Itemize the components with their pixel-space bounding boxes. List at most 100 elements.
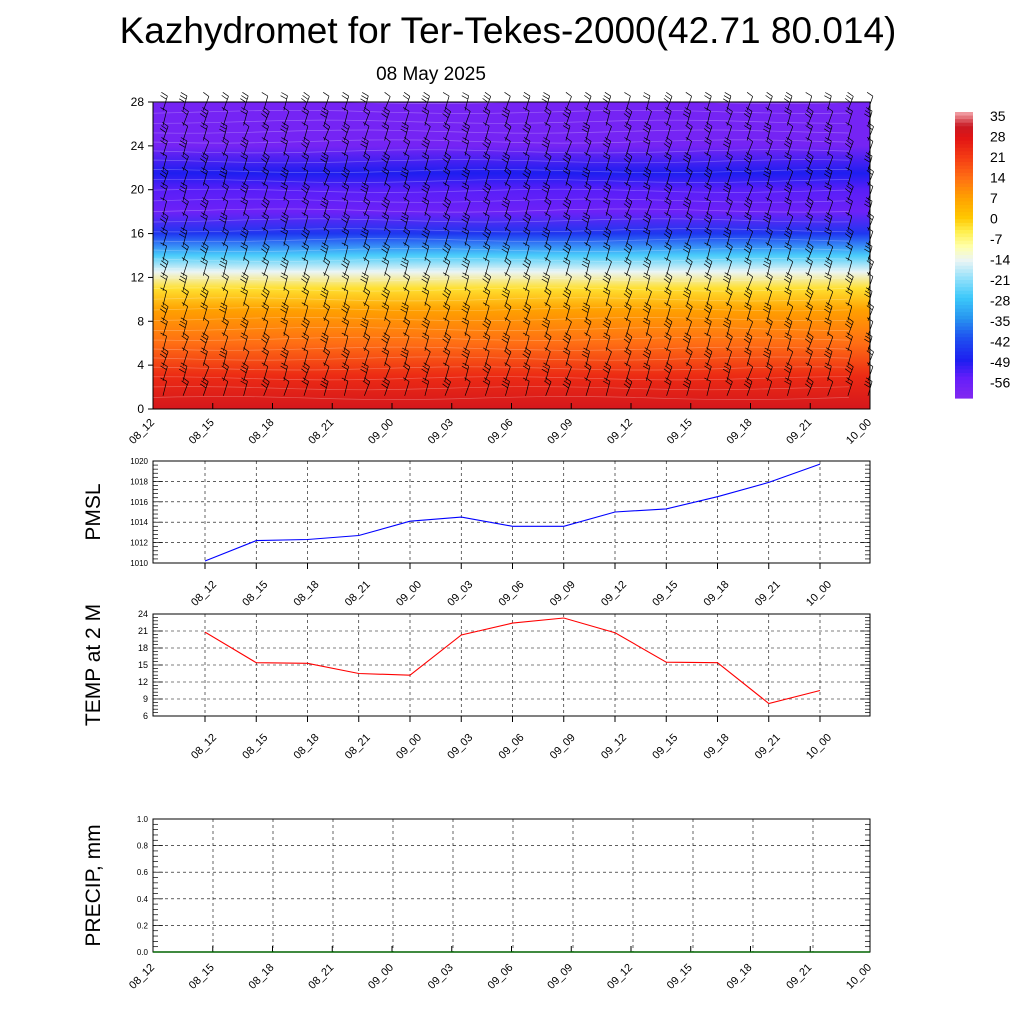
wind-barb xyxy=(381,257,390,276)
barb-feather xyxy=(824,173,831,178)
barb-feather xyxy=(301,188,308,194)
barb-feather xyxy=(323,92,330,97)
barb-shaft xyxy=(484,216,490,231)
barb-feather xyxy=(664,167,671,172)
barb-shaft xyxy=(404,141,411,156)
barb-shaft xyxy=(182,351,189,366)
barb-feather xyxy=(421,200,429,205)
barb-shaft xyxy=(303,276,310,291)
barb-shaft xyxy=(766,201,773,216)
barb-feather xyxy=(766,92,773,97)
barb-shaft xyxy=(464,306,470,321)
barb-feather xyxy=(542,365,549,370)
y-tick-label: 1010 xyxy=(130,559,148,568)
barb-feather xyxy=(501,113,508,118)
barb-feather xyxy=(724,317,732,322)
barb-shaft xyxy=(464,291,471,306)
heatmap-x-tick-label: 10_00 xyxy=(844,417,874,447)
barb-shaft xyxy=(827,171,833,186)
barb-shaft xyxy=(646,230,651,246)
barb-shaft xyxy=(404,231,411,246)
barb-feather xyxy=(320,293,327,298)
wind-barb xyxy=(323,137,330,156)
barb-shaft xyxy=(787,291,792,306)
barb-shaft xyxy=(827,216,833,231)
barb-shaft xyxy=(706,155,711,171)
barb-feather xyxy=(522,275,530,280)
barb-feather xyxy=(604,182,611,187)
barb-feather xyxy=(221,230,228,235)
barb-shaft xyxy=(585,306,590,321)
barb-feather xyxy=(543,137,550,142)
barb-shaft xyxy=(867,351,874,366)
barb-shaft xyxy=(625,231,631,246)
barb-shaft xyxy=(343,186,350,201)
barb-feather xyxy=(262,380,269,386)
barb-feather xyxy=(382,257,389,262)
barb-shaft xyxy=(625,156,633,171)
barb-feather xyxy=(542,320,549,325)
barb-feather xyxy=(241,287,248,292)
colorbar-segment xyxy=(955,351,973,356)
barb-feather xyxy=(322,377,329,382)
wind-barb xyxy=(442,257,451,276)
barb-feather xyxy=(281,125,288,130)
barb-shaft xyxy=(565,231,572,246)
wind-barb xyxy=(784,377,792,396)
barb-feather xyxy=(743,158,750,163)
barb-feather xyxy=(746,242,753,247)
wind-barb xyxy=(664,107,672,126)
barb-shaft xyxy=(464,230,470,246)
wind-barb xyxy=(765,377,773,396)
barb-shaft xyxy=(706,306,713,321)
barb-feather xyxy=(806,335,813,341)
barb-feather xyxy=(504,362,511,367)
barb-shaft xyxy=(625,246,633,261)
barb-feather xyxy=(805,362,812,367)
wind-barb xyxy=(722,227,732,246)
barb-shaft xyxy=(766,291,773,306)
barb-feather xyxy=(563,347,571,352)
barb-feather xyxy=(563,212,571,217)
barb-feather xyxy=(683,335,691,340)
barb-feather xyxy=(179,143,186,148)
heatmap-field xyxy=(153,102,870,409)
barb-shaft xyxy=(444,276,450,291)
barb-feather xyxy=(503,350,511,356)
heatmap-y-tick-label: 0 xyxy=(137,402,144,416)
barb-shaft xyxy=(343,171,350,186)
wind-barb xyxy=(541,182,550,201)
barb-shaft xyxy=(283,366,288,381)
barb-shaft xyxy=(424,351,431,366)
barb-shaft xyxy=(605,171,612,186)
barb-feather xyxy=(400,353,407,358)
barb-feather xyxy=(825,347,833,352)
barb-feather xyxy=(765,242,772,247)
barb-shaft xyxy=(545,231,550,246)
wind-barb xyxy=(202,92,210,111)
barb-feather xyxy=(181,290,188,296)
barb-shaft xyxy=(384,156,390,171)
barb-feather xyxy=(362,380,369,386)
barb-feather xyxy=(402,320,409,326)
barb-shaft xyxy=(505,336,510,351)
barb-shaft xyxy=(585,186,592,201)
barb-feather xyxy=(625,212,632,217)
barb-shaft xyxy=(766,381,773,396)
barb-feather xyxy=(705,182,712,187)
barb-shaft xyxy=(646,336,652,351)
barb-shaft xyxy=(827,185,832,201)
barb-feather xyxy=(302,320,309,326)
barb-feather xyxy=(602,233,609,238)
barb-shaft xyxy=(525,200,530,216)
barb-shaft xyxy=(766,156,773,171)
wind-barb xyxy=(482,332,491,351)
barb-shaft xyxy=(766,321,773,336)
barb-feather xyxy=(482,167,490,172)
wind-barb xyxy=(261,302,269,321)
colorbar-segment xyxy=(955,326,973,331)
barb-feather xyxy=(765,152,772,157)
barb-feather xyxy=(342,92,349,97)
barb-shaft xyxy=(545,95,550,111)
